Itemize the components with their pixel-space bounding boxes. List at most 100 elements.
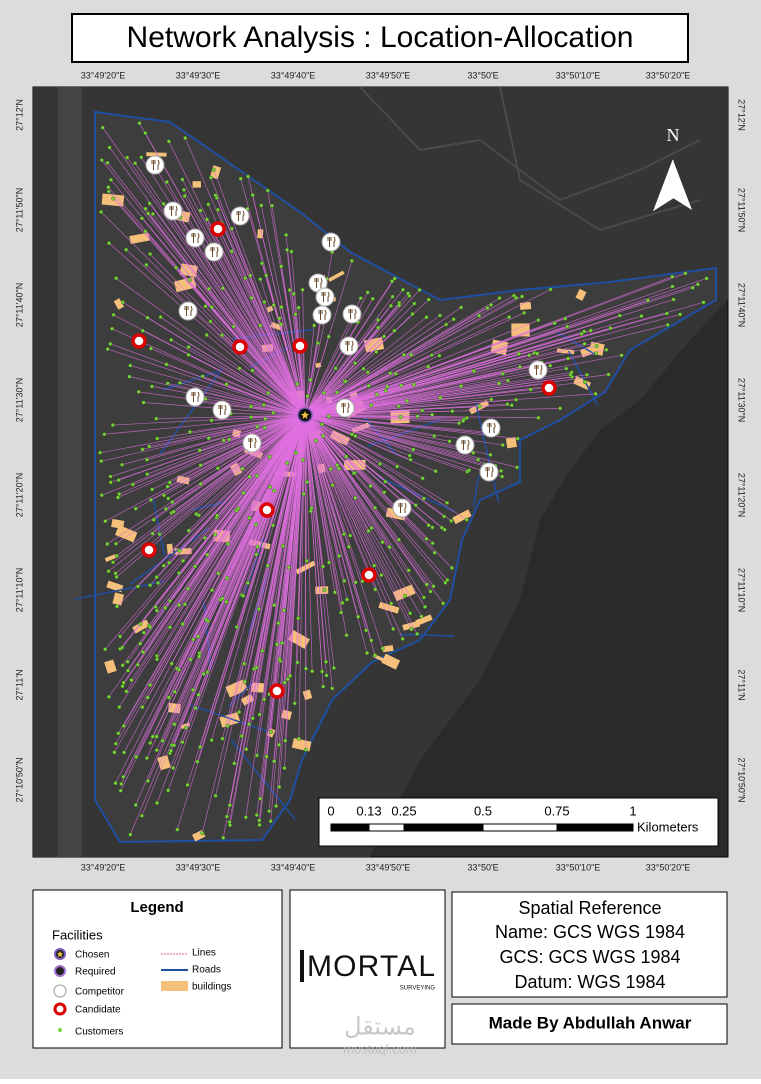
customer bbox=[549, 288, 553, 292]
customer bbox=[426, 365, 430, 369]
customer bbox=[342, 579, 346, 583]
customer bbox=[258, 797, 262, 801]
customer bbox=[430, 353, 434, 357]
legend-item: Chosen bbox=[75, 950, 109, 961]
legend-item: Competitor bbox=[75, 987, 125, 998]
north-label: N bbox=[667, 125, 680, 145]
customer bbox=[375, 350, 379, 354]
customer bbox=[369, 484, 373, 488]
latitude-label: 27°11'20"N bbox=[737, 473, 747, 517]
customer bbox=[213, 533, 217, 537]
customer bbox=[281, 544, 285, 548]
customer bbox=[274, 804, 278, 808]
customer bbox=[345, 598, 349, 602]
customer bbox=[150, 488, 154, 492]
customer bbox=[149, 347, 153, 351]
customer bbox=[325, 674, 329, 678]
customer bbox=[265, 755, 269, 759]
customer bbox=[443, 581, 447, 585]
customer bbox=[228, 803, 232, 807]
customer bbox=[252, 667, 256, 671]
customer bbox=[138, 121, 142, 125]
customer bbox=[401, 637, 405, 641]
scale-label: 0.5 bbox=[474, 803, 492, 818]
customer bbox=[113, 751, 117, 755]
customer bbox=[178, 549, 182, 553]
customer bbox=[120, 463, 124, 467]
customer bbox=[232, 325, 236, 329]
customer bbox=[595, 344, 599, 348]
customer bbox=[140, 216, 144, 220]
customer bbox=[130, 678, 134, 682]
customer bbox=[115, 554, 119, 558]
customer bbox=[128, 375, 132, 379]
customer bbox=[255, 425, 259, 429]
scale-label: 0.13 bbox=[356, 803, 381, 818]
customer bbox=[290, 250, 294, 254]
legend-buildings-symbol bbox=[161, 981, 188, 991]
customer bbox=[422, 497, 426, 501]
latitude-label: 27°11'10"N bbox=[14, 568, 24, 612]
customer bbox=[267, 809, 271, 813]
longitude-label: 33°49'40"E bbox=[271, 862, 316, 872]
customer bbox=[251, 369, 255, 373]
competitor bbox=[480, 463, 498, 481]
customer bbox=[514, 296, 518, 300]
customer bbox=[268, 485, 272, 489]
legend-group: Facilities bbox=[52, 927, 103, 942]
longitude-label: 33°50'20"E bbox=[646, 862, 691, 872]
customer bbox=[148, 625, 152, 629]
customer bbox=[155, 417, 159, 421]
customer bbox=[248, 274, 252, 278]
spatial-reference-line: Name: GCS WGS 1984 bbox=[495, 922, 685, 942]
customer bbox=[107, 190, 111, 194]
customer bbox=[371, 297, 375, 301]
customer bbox=[397, 404, 401, 408]
customer bbox=[107, 185, 111, 189]
customer bbox=[125, 690, 129, 694]
scale-segment bbox=[331, 824, 369, 831]
customer bbox=[166, 485, 170, 489]
customer bbox=[277, 785, 281, 789]
competitor bbox=[164, 202, 182, 220]
customer bbox=[309, 378, 313, 382]
customer bbox=[373, 506, 377, 510]
customer bbox=[373, 653, 377, 657]
candidate bbox=[261, 504, 273, 516]
customer bbox=[395, 465, 399, 469]
customer bbox=[342, 532, 346, 536]
customer bbox=[182, 188, 186, 192]
customer bbox=[107, 569, 111, 573]
customer bbox=[497, 382, 501, 386]
competitor bbox=[146, 156, 164, 174]
customer bbox=[136, 663, 140, 667]
longitude-label: 33°49'20"E bbox=[81, 70, 126, 80]
customer bbox=[393, 329, 397, 333]
latitude-label: 27°11'40"N bbox=[14, 283, 24, 327]
competitor bbox=[336, 399, 354, 417]
customer bbox=[263, 417, 267, 421]
candidate bbox=[543, 382, 555, 394]
scale-segment bbox=[483, 824, 557, 831]
customer bbox=[558, 407, 562, 411]
customer bbox=[188, 430, 192, 434]
customer bbox=[442, 515, 446, 519]
customer bbox=[354, 581, 358, 585]
customer bbox=[137, 390, 141, 394]
customer bbox=[210, 419, 214, 423]
customer bbox=[263, 300, 267, 304]
scale-label: 0.75 bbox=[544, 803, 569, 818]
customer bbox=[109, 475, 113, 479]
customer bbox=[388, 545, 392, 549]
customer bbox=[221, 597, 225, 601]
spatial-reference-title: Spatial Reference bbox=[518, 898, 661, 918]
customer bbox=[297, 737, 301, 741]
customer bbox=[111, 560, 115, 564]
customer bbox=[206, 670, 210, 674]
customer bbox=[205, 553, 209, 557]
customer bbox=[438, 354, 442, 358]
scale-segment bbox=[404, 824, 483, 831]
latitude-label: 27°11'20"N bbox=[14, 473, 24, 517]
customer bbox=[166, 789, 170, 793]
customer bbox=[212, 168, 216, 172]
